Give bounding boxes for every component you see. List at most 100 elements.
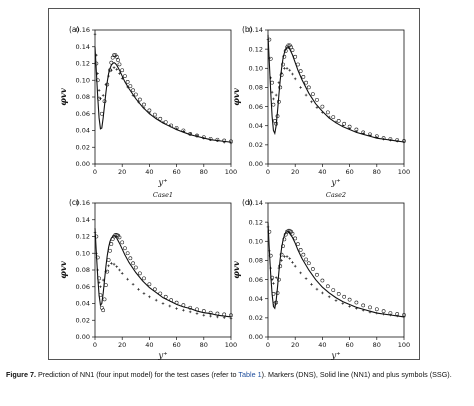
- dns-marker: [125, 251, 130, 256]
- x-tick-label: 60: [345, 341, 353, 349]
- dns-marker: [293, 54, 298, 59]
- ssg-plus-marker: [268, 57, 271, 61]
- ssg-plus-marker: [285, 255, 289, 258]
- ssg-plus-marker: [389, 313, 392, 317]
- dns-marker: [274, 121, 279, 126]
- ssg-plus-marker: [277, 266, 281, 270]
- ssg-plus-marker: [291, 72, 294, 76]
- y-tick-label: 0.14: [76, 216, 90, 224]
- x-tick-label: 20: [118, 341, 126, 349]
- dns-marker: [282, 54, 287, 59]
- ssg-plus-marker: [361, 308, 365, 312]
- x-tick-label: 0: [266, 168, 270, 176]
- ssg-plus-marker: [148, 111, 151, 115]
- x-tick-label: 100: [398, 168, 410, 176]
- ssg-plus-marker: [104, 83, 108, 86]
- table-link[interactable]: Table 1: [238, 370, 262, 379]
- dns-marker: [298, 248, 303, 252]
- x-tick-label: 0: [266, 341, 270, 349]
- dns-marker: [138, 271, 142, 276]
- dns-marker: [222, 312, 227, 317]
- dns-marker: [158, 291, 163, 296]
- ssg-plus-marker: [389, 138, 392, 142]
- ssg-plus-marker: [293, 264, 297, 268]
- ssg-plus-marker: [269, 266, 273, 270]
- ssg-plus-marker: [93, 231, 97, 234]
- dns-marker: [267, 229, 272, 234]
- y-tick-label: 0.10: [76, 76, 90, 84]
- dns-marker: [201, 309, 206, 313]
- y-tick-label: 0.08: [76, 266, 90, 274]
- ssg-plus-marker: [112, 262, 116, 266]
- dns-marker: [108, 248, 112, 253]
- dns-marker: [195, 133, 199, 138]
- x-axis-label: y⁺: [157, 351, 167, 360]
- dns-marker: [320, 104, 325, 109]
- ssg-plus-marker: [310, 100, 313, 104]
- dns-marker: [116, 58, 120, 63]
- x-tick-label: 100: [225, 341, 237, 349]
- y-tick-label: 0.00: [249, 333, 263, 341]
- dns-marker: [298, 69, 303, 74]
- y-tick-label: 0.12: [76, 60, 90, 68]
- ssg-plus-marker: [272, 97, 275, 101]
- dns-marker: [142, 102, 146, 107]
- dns-marker: [95, 78, 100, 83]
- ssg-plus-marker: [280, 259, 283, 262]
- ssg-plus-marker: [175, 127, 178, 131]
- y-tick-label: 0.14: [249, 26, 263, 34]
- y-tick-label: 0.06: [76, 110, 90, 118]
- dns-marker: [106, 258, 111, 262]
- dns-marker: [311, 267, 315, 271]
- ssg-plus-marker: [283, 66, 286, 70]
- y-tick-label: 0.10: [249, 64, 263, 72]
- ssg-plus-marker: [368, 133, 372, 137]
- dns-marker: [274, 300, 279, 305]
- ssg-plus-marker: [355, 130, 358, 133]
- ssg-plus-marker: [341, 124, 345, 128]
- dns-marker: [208, 310, 213, 315]
- ssg-plus-marker: [341, 302, 345, 305]
- ssg-plus-marker: [288, 257, 292, 260]
- panel-3: 0 20 40 60 80 100 0.00 0.02 0.04 0.06 0.08 0.10 0.12…: [59, 198, 237, 360]
- dns-marker: [286, 43, 291, 48]
- dns-marker: [271, 102, 276, 107]
- dns-marker: [123, 74, 127, 78]
- figure-frame: [48, 8, 420, 360]
- dns-marker: [282, 237, 287, 242]
- dns-marker: [279, 252, 284, 257]
- y-tick-label: 0.12: [249, 218, 263, 226]
- ssg-plus-marker: [334, 299, 338, 302]
- y-tick-label: 0.12: [249, 45, 263, 53]
- dns-marker: [101, 308, 106, 313]
- dns-marker: [347, 297, 352, 302]
- dns-marker: [278, 85, 283, 90]
- nn1-line: [267, 222, 405, 318]
- ssg-plus-marker: [395, 139, 399, 143]
- y-tick-label: 0.00: [249, 160, 263, 168]
- dns-marker: [275, 114, 280, 119]
- dns-marker: [368, 305, 372, 310]
- dns-marker: [270, 80, 274, 85]
- dns-marker: [336, 292, 341, 296]
- ssg-plus-marker: [120, 272, 124, 275]
- dns-marker: [311, 92, 315, 97]
- y-tick-label: 0.06: [249, 103, 263, 111]
- ssg-plus-marker: [375, 311, 379, 315]
- dns-marker: [215, 311, 220, 316]
- y-axis-label: φvv: [232, 87, 242, 106]
- ssg-plus-marker: [268, 249, 271, 253]
- x-tick-label: 80: [200, 168, 208, 176]
- dns-marker: [315, 272, 319, 277]
- ssg-plus-marker: [137, 100, 140, 104]
- ssg-plus-marker: [202, 313, 206, 317]
- x-tick-label: 60: [345, 168, 353, 176]
- ssg-plus-marker: [266, 225, 270, 229]
- y-tick-label: 0.14: [249, 199, 263, 207]
- ssg-plus-marker: [131, 282, 135, 286]
- y-tick-label: 0.10: [249, 237, 263, 245]
- x-tick-label: 40: [145, 168, 153, 176]
- ssg-plus-marker: [120, 77, 124, 80]
- plot-border: [267, 202, 405, 338]
- ssg-plus-marker: [110, 68, 113, 72]
